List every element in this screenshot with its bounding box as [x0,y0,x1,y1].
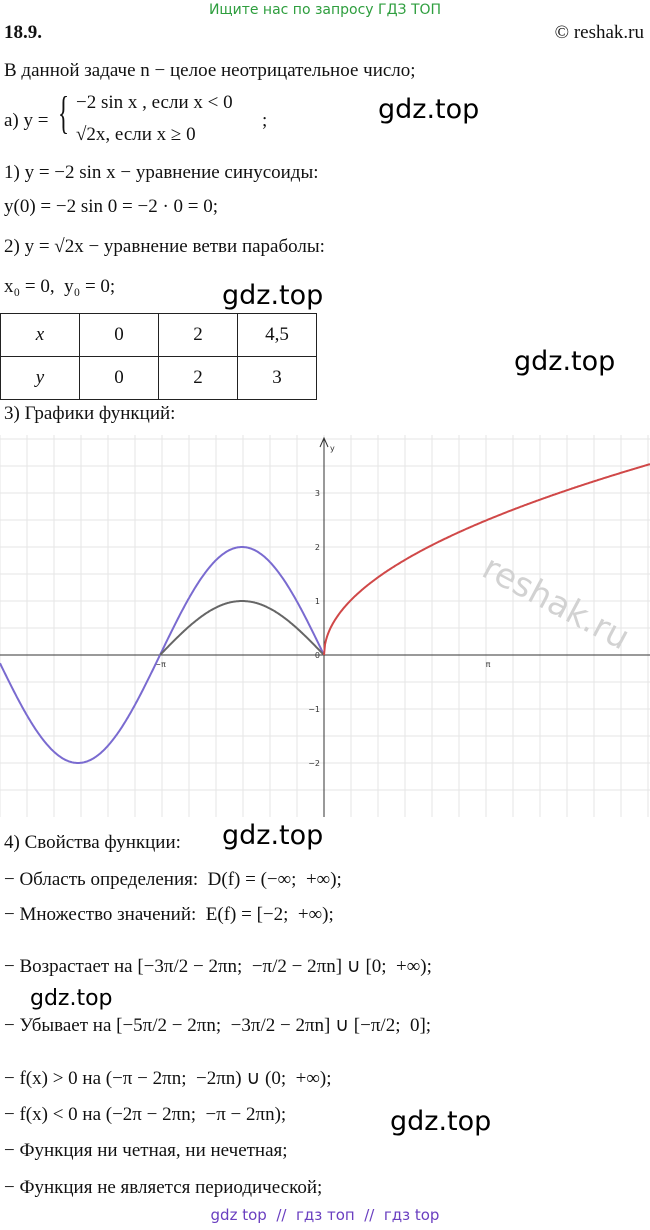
cell: 3 [237,356,317,400]
copyright: © reshak.ru [554,22,644,43]
property: − f(x) < 0 на (−2π − 2πn; −π − 2πn); [4,1104,287,1125]
y-tick-label: 0 [315,651,320,660]
property: − Возрастает на [−3π/2 − 2πn; −π/2 − 2πn… [4,956,432,977]
piece-label: а) y = [4,110,49,131]
y-tick-label: −2 [308,759,320,768]
cell: y [0,356,80,400]
watermark: gdz.top [222,280,324,311]
curve-sqrt [323,463,650,656]
task-number: 18.9. [4,22,42,43]
step: 1) y = −2 sin x − уравнение синусоиды: [4,162,319,183]
watermark: gdz.top [222,820,324,851]
cell: 4,5 [237,313,317,357]
curve-sin [0,546,325,764]
x-tick-label: π [486,660,491,669]
property: − Множество значений: E(f) = [−2; +∞); [4,904,334,925]
property: − f(x) > 0 на (−π − 2πn; −2πn) ∪ (0; +∞)… [4,1068,332,1089]
cell: 0 [79,313,159,357]
footer[interactable]: gdz top // гдз топ // гдз top [210,1206,440,1224]
step: 2) y = √2x − уравнение ветви параболы: [4,236,325,257]
graph-watermark: reshak.ru [476,548,636,659]
watermark: gdz.top [514,346,616,377]
properties-title: 4) Свойства функции: [4,832,181,853]
property: − Убывает на [−5π/2 − 2πn; −3π/2 − 2πn] … [4,1015,432,1036]
case-1: −2 sin x , если x < 0 [76,92,233,113]
y-tick-label: −1 [308,705,320,714]
brace: { [58,87,70,138]
arrow [319,436,329,448]
watermark: gdz.top [378,94,480,125]
intro: В данной задаче n − целое неотрицательно… [4,60,416,81]
cell: 2 [158,356,238,400]
watermark: gdz.top [390,1106,492,1137]
graph-title: 3) Графики функций: [4,403,176,424]
curve-aux [159,600,325,656]
property: − Функция не является периодической; [4,1177,323,1198]
case-2: √2x, если x ≥ 0 [76,124,196,145]
y-tick-label: 2 [315,543,320,552]
cell: x [0,313,80,357]
cell: 0 [79,356,159,400]
step: y(0) = −2 sin 0 = −2 · 0 = 0; [4,196,219,217]
watermark: gdz.top [30,986,113,1011]
property: − Область определения: D(f) = (−∞; +∞); [4,869,342,890]
y-tick-label: 3 [315,489,320,498]
step: x₀ = 0, y₀ = 0; [4,276,116,297]
cell: 2 [158,313,238,357]
property: − Функция ни четная, ни нечетная; [4,1140,288,1161]
axis-label: y [330,444,335,453]
x-tick-label: −π [154,660,166,669]
banner[interactable]: Ищите нас по запросу ГДЗ ТОП [208,2,442,18]
piece-end: ; [262,110,268,131]
y-tick-label: 1 [315,597,320,606]
